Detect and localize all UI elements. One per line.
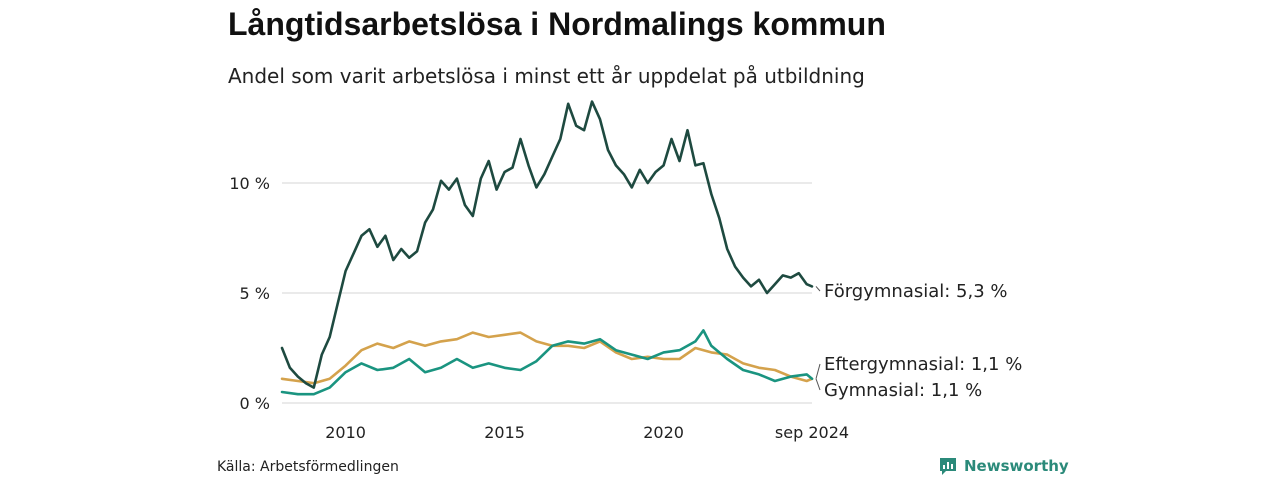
y-tick-label: 10 % — [229, 174, 270, 193]
y-tick-label: 0 % — [240, 394, 270, 413]
source-note: Källa: Arbetsförmedlingen — [217, 459, 399, 475]
x-tick-label: sep 2024 — [775, 423, 849, 442]
series-line-gymnasial — [280, 329, 814, 396]
series-label: Gymnasial: 1,1 % — [824, 380, 982, 401]
chart-title: Långtidsarbetslösa i Nordmalings kommun — [228, 6, 886, 42]
x-tick-label: 2015 — [484, 423, 525, 442]
label-leader — [815, 286, 821, 292]
x-tick-label: 2020 — [643, 423, 684, 442]
label-leader — [815, 378, 821, 391]
label-leader — [815, 363, 821, 379]
series-labels: Förgymnasial: 5,3 % Eftergymnasial: 1,1 %… — [815, 281, 1022, 401]
x-axis-ticks: 2010 2015 2020 sep 2024 — [325, 423, 849, 442]
series-label: Eftergymnasial: 1,1 % — [824, 354, 1022, 375]
chart-subtitle: Andel som varit arbetslösa i minst ett å… — [228, 64, 865, 88]
grid-layer — [282, 182, 812, 404]
series-line-förgymnasial — [280, 100, 814, 389]
series-layer — [280, 100, 814, 396]
series-label: Förgymnasial: 5,3 % — [824, 281, 1008, 302]
brand-name: Newsworthy — [964, 457, 1069, 475]
series-line-eftergymnasial — [280, 331, 814, 385]
chart-bubble-icon — [940, 458, 956, 475]
y-axis-ticks: 0 % 5 % 10 % — [229, 174, 270, 413]
y-tick-label: 5 % — [240, 284, 270, 303]
x-tick-label: 2010 — [325, 423, 366, 442]
brand-logo: Newsworthy — [938, 456, 1069, 476]
